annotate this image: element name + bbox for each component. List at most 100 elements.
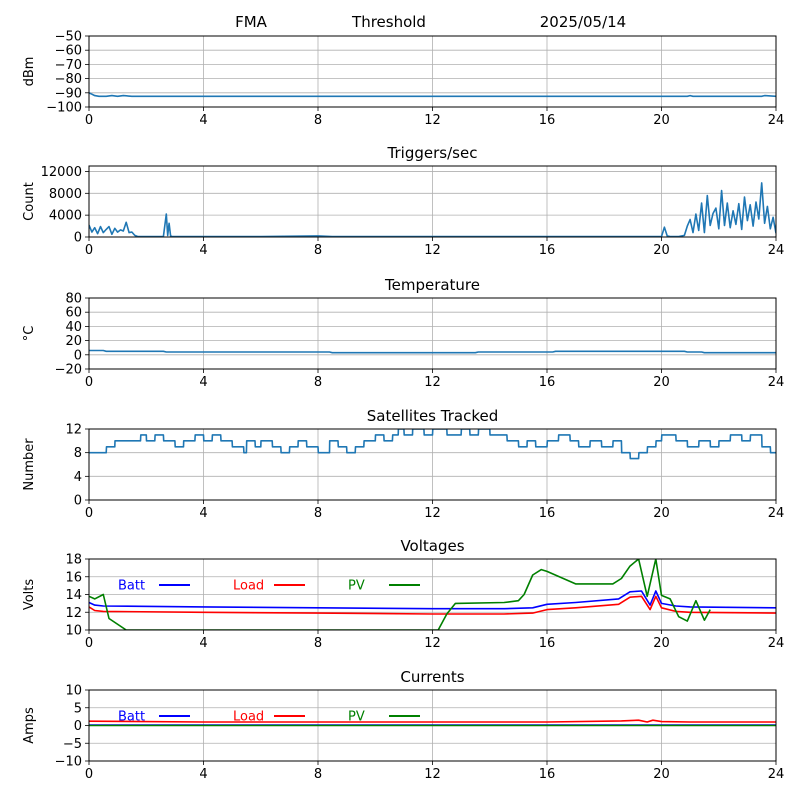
- y-axis-label: °C: [22, 326, 37, 342]
- panel-satellites: 0 4 8 12 16 20 24 0 4 8 12 Satellites Tracked Number: [22, 407, 784, 521]
- y-tick-label: 8: [74, 446, 82, 461]
- x-tick-label: 8: [314, 767, 322, 782]
- x-tick-label: 24: [768, 767, 785, 782]
- x-tick-label: 8: [314, 506, 322, 521]
- legend-label: Batt: [118, 710, 145, 725]
- x-tick-label: 4: [199, 767, 207, 782]
- y-tick-label: 12: [65, 606, 82, 621]
- x-tick-label: 20: [653, 113, 670, 128]
- series-line-batt: [89, 590, 776, 610]
- legend-label: Batt: [118, 579, 145, 594]
- series-line-signal: [89, 92, 776, 98]
- y-tick-label: −20: [55, 363, 82, 378]
- y-tick-label: 8000: [49, 187, 82, 202]
- y-tick-label: 12000: [41, 165, 82, 180]
- y-tick-label: −10: [55, 755, 82, 770]
- x-tick-label: 16: [539, 506, 556, 521]
- y-tick-label: 18: [65, 553, 82, 568]
- y-tick-label: 10: [65, 624, 82, 639]
- y-tick-label: −5: [63, 737, 82, 752]
- x-tick-label: 0: [85, 506, 93, 521]
- x-tick-label: 20: [653, 243, 670, 258]
- y-tick-label: 4000: [49, 209, 82, 224]
- legend-label: Load: [233, 579, 264, 594]
- y-tick-label: 14: [65, 588, 82, 603]
- y-tick-label: 10: [65, 684, 82, 699]
- panel-title: Currents: [400, 668, 464, 686]
- series-line-temperature: [89, 349, 776, 354]
- x-tick-label: 24: [768, 636, 785, 651]
- y-tick-label: −60: [55, 44, 82, 59]
- x-tick-label: 24: [768, 506, 785, 521]
- x-tick-label: 20: [653, 767, 670, 782]
- y-axis-label: Number: [22, 438, 37, 491]
- x-tick-label: 16: [539, 243, 556, 258]
- panel-signal: 0 4 8 12 16 20 24 −100−90−80−70−60−50 dBm: [22, 30, 784, 129]
- x-tick-label: 12: [424, 113, 441, 128]
- series-line-load: [89, 595, 776, 615]
- y-axis-label: dBm: [22, 57, 37, 87]
- x-tick-label: 20: [653, 375, 670, 390]
- y-tick-label: −100: [46, 101, 82, 116]
- panel-title: Voltages: [400, 537, 464, 555]
- x-tick-label: 4: [199, 243, 207, 258]
- y-tick-label: 80: [65, 292, 82, 307]
- y-axis-label: Amps: [22, 707, 37, 744]
- x-tick-label: 12: [424, 767, 441, 782]
- y-tick-label: 0: [74, 231, 82, 246]
- x-tick-label: 0: [85, 113, 93, 128]
- y-tick-label: 4: [74, 470, 82, 485]
- panel-voltages: 0 4 8 12 16 20 24 10 12 14 16 18 Voltages Volts Batt Lo…: [22, 537, 784, 651]
- x-tick-label: 12: [424, 243, 441, 258]
- x-tick-label: 12: [424, 506, 441, 521]
- y-tick-label: 12: [65, 423, 82, 438]
- x-tick-label: 4: [199, 113, 207, 128]
- x-tick-label: 4: [199, 375, 207, 390]
- x-tick-label: 24: [768, 243, 785, 258]
- x-tick-label: 24: [768, 375, 785, 390]
- y-tick-label: 60: [65, 306, 82, 321]
- y-tick-label: 40: [65, 320, 82, 335]
- header-station: FMA: [235, 13, 268, 31]
- y-tick-label: 5: [74, 701, 82, 716]
- x-tick-label: 0: [85, 375, 93, 390]
- x-tick-label: 20: [653, 636, 670, 651]
- y-tick-label: 0: [74, 494, 82, 509]
- series-line-pv: [89, 559, 711, 630]
- y-tick-label: −80: [55, 72, 82, 87]
- y-tick-label: 16: [65, 570, 82, 585]
- x-tick-label: 8: [314, 243, 322, 258]
- x-tick-label: 4: [199, 636, 207, 651]
- panel-triggers: 0 4 8 12 16 20 24 0 4000 8000 12000 Triggers/sec Cou…: [22, 144, 784, 258]
- y-tick-label: 0: [74, 719, 82, 734]
- x-tick-label: 0: [85, 767, 93, 782]
- x-tick-label: 20: [653, 506, 670, 521]
- y-tick-label: 0: [74, 348, 82, 363]
- y-tick-label: 20: [65, 334, 82, 349]
- x-tick-label: 8: [314, 375, 322, 390]
- x-tick-label: 24: [768, 113, 785, 128]
- legend-label: PV: [348, 710, 365, 725]
- x-tick-label: 8: [314, 113, 322, 128]
- legend-label: Load: [233, 710, 264, 725]
- header-mode: Threshold: [351, 13, 426, 31]
- x-tick-label: 16: [539, 375, 556, 390]
- x-tick-label: 12: [424, 375, 441, 390]
- y-axis-label: Volts: [22, 579, 37, 611]
- panel-title: Satellites Tracked: [367, 407, 498, 425]
- legend-label: PV: [348, 579, 365, 594]
- header-date: 2025/05/14: [540, 13, 626, 31]
- x-tick-label: 8: [314, 636, 322, 651]
- x-tick-label: 16: [539, 767, 556, 782]
- y-tick-label: −90: [55, 86, 82, 101]
- panel-title: Temperature: [384, 276, 480, 294]
- y-tick-label: −50: [55, 30, 82, 45]
- panel-title: Triggers/sec: [387, 144, 478, 162]
- y-axis-label: Count: [22, 182, 37, 221]
- x-tick-label: 16: [539, 636, 556, 651]
- x-tick-label: 12: [424, 636, 441, 651]
- x-tick-label: 4: [199, 506, 207, 521]
